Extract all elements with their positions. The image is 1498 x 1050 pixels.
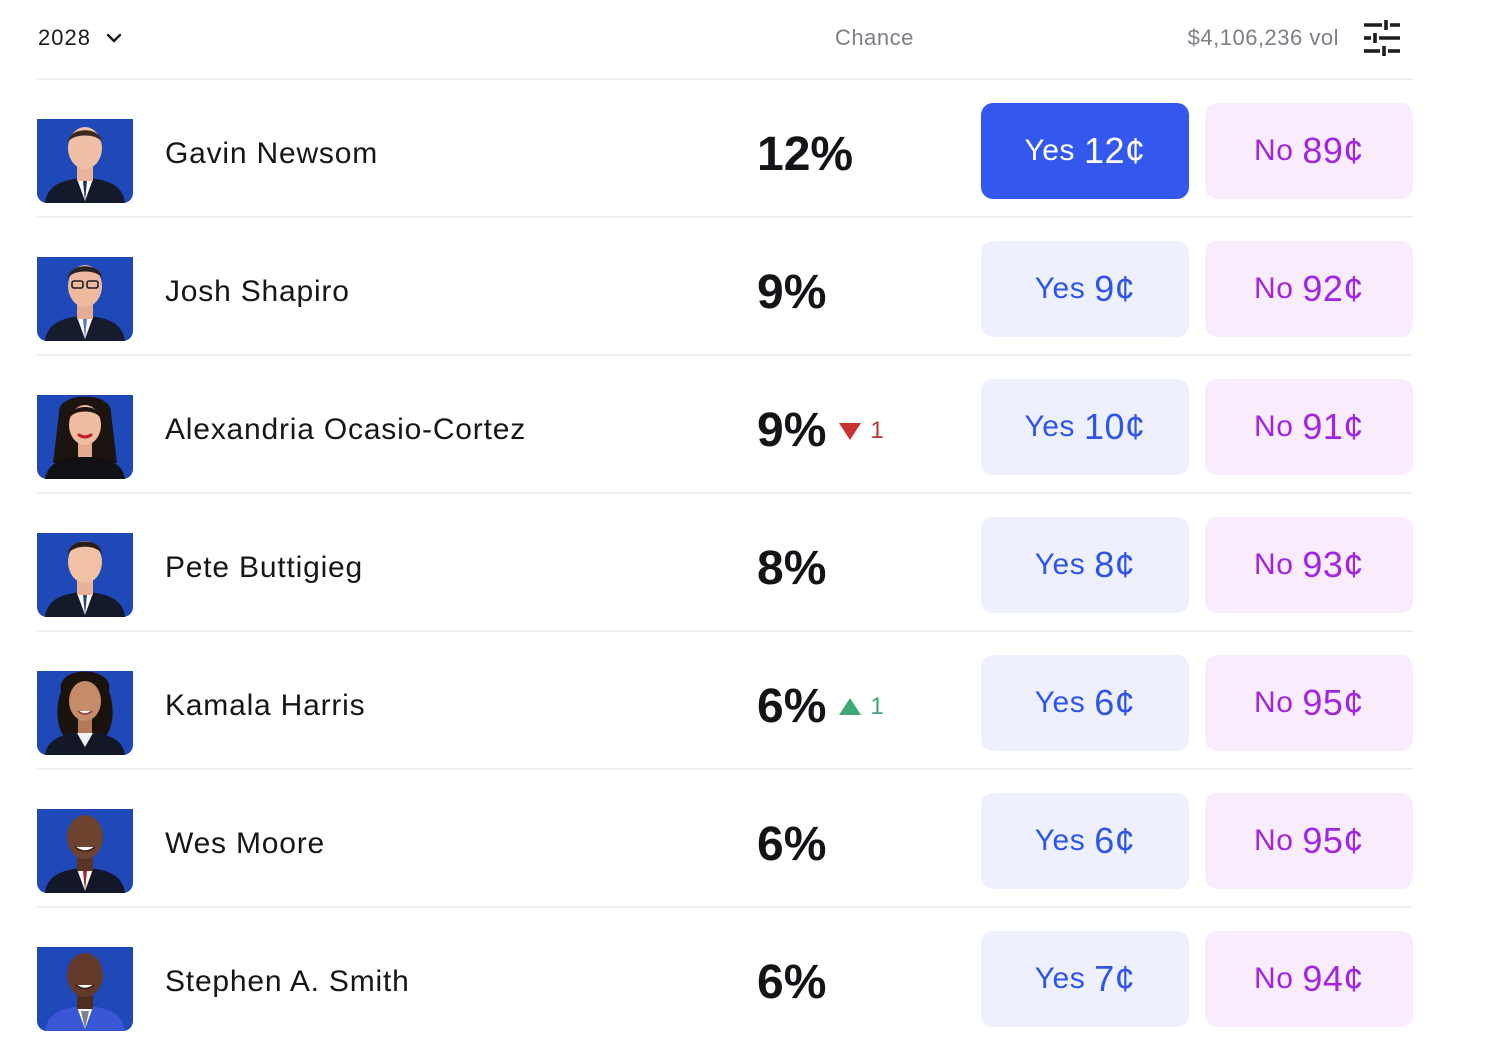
chance-change: 1 xyxy=(838,680,884,734)
avatar xyxy=(37,659,133,755)
buy-no-button[interactable]: No 89¢ xyxy=(1205,103,1413,199)
candidate-name: Gavin Newsom xyxy=(165,137,378,170)
candidate-row[interactable]: Josh Shapiro 9% Yes 9¢ No 92¢ xyxy=(37,218,1413,356)
no-label: No xyxy=(1254,134,1294,167)
chance-percent: 9% xyxy=(757,404,827,457)
no-label: No xyxy=(1254,686,1294,719)
no-label: No xyxy=(1254,272,1294,305)
candidate-row[interactable]: Pete Buttigieg 8% Yes 8¢ No 93¢ xyxy=(37,494,1413,632)
chance-percent: 9% xyxy=(757,266,827,319)
candidate-row[interactable]: Gavin Newsom 12% Yes 12¢ No 89¢ xyxy=(37,80,1413,218)
candidate-name: Josh Shapiro xyxy=(165,275,350,308)
chance-value: 9% 1 xyxy=(757,404,884,458)
chance-value: 6% xyxy=(757,818,826,872)
avatar xyxy=(37,521,133,617)
buy-no-button[interactable]: No 93¢ xyxy=(1205,517,1413,613)
buy-no-button[interactable]: No 95¢ xyxy=(1205,793,1413,889)
avatar xyxy=(37,245,133,341)
yes-label: Yes xyxy=(1034,962,1086,995)
chance-value: 9% xyxy=(757,266,826,320)
buy-yes-button[interactable]: Yes 8¢ xyxy=(981,517,1189,613)
candidate-name: Kamala Harris xyxy=(165,689,366,722)
candidate-name: Alexandria Ocasio-Cortez xyxy=(165,413,527,446)
yes-price: 7¢ xyxy=(1094,958,1136,999)
candidate-name: Wes Moore xyxy=(165,827,326,860)
no-label: No xyxy=(1254,548,1294,581)
chance-percent: 6% xyxy=(757,680,827,733)
no-label: No xyxy=(1254,410,1294,443)
no-price: 94¢ xyxy=(1302,958,1364,999)
yes-label: Yes xyxy=(1024,134,1075,167)
yes-label: Yes xyxy=(1024,410,1075,443)
triangle-up-icon xyxy=(839,698,862,715)
change-value: 1 xyxy=(870,417,884,444)
yes-price: 6¢ xyxy=(1094,682,1136,723)
triangle-down-icon xyxy=(839,423,862,440)
chance-column-header: Chance xyxy=(835,25,914,50)
yes-price: 6¢ xyxy=(1094,820,1136,861)
chance-percent: 12% xyxy=(757,128,854,181)
no-price: 95¢ xyxy=(1302,820,1364,861)
volume-label: $4,106,236 vol xyxy=(1187,25,1339,50)
chance-value: 6% xyxy=(757,956,826,1010)
chance-value: 8% xyxy=(757,542,826,596)
buy-no-button[interactable]: No 95¢ xyxy=(1205,655,1413,751)
no-price: 89¢ xyxy=(1302,130,1364,171)
yes-price: 8¢ xyxy=(1094,544,1136,585)
buy-no-button[interactable]: No 91¢ xyxy=(1205,379,1413,475)
yes-label: Yes xyxy=(1034,686,1086,719)
no-label: No xyxy=(1254,962,1294,995)
filter-sliders-icon[interactable] xyxy=(1363,19,1401,57)
candidate-name: Stephen A. Smith xyxy=(165,965,410,998)
yes-label: Yes xyxy=(1034,824,1086,857)
year-label: 2028 xyxy=(38,25,91,50)
chance-percent: 6% xyxy=(757,956,827,1009)
candidate-row[interactable]: Stephen A. Smith 6% Yes 7¢ No 94¢ xyxy=(37,908,1413,1046)
chance-change: 1 xyxy=(838,404,884,458)
yes-price: 12¢ xyxy=(1083,130,1146,171)
avatar xyxy=(37,797,133,893)
chance-value: 6% 1 xyxy=(757,680,884,734)
buy-yes-button[interactable]: Yes 7¢ xyxy=(981,931,1189,1027)
no-price: 93¢ xyxy=(1302,544,1364,585)
change-value: 1 xyxy=(870,693,884,720)
buy-no-button[interactable]: No 92¢ xyxy=(1205,241,1413,337)
candidate-row[interactable]: Wes Moore 6% Yes 6¢ No 95¢ xyxy=(37,770,1413,908)
chance-percent: 6% xyxy=(757,818,827,871)
no-price: 95¢ xyxy=(1302,682,1364,723)
candidate-row[interactable]: Alexandria Ocasio-Cortez 9% 1 Yes 10¢ No… xyxy=(37,356,1413,494)
market-list: 2028 Chance $4,106,236 vol xyxy=(37,0,1413,1046)
candidate-name: Pete Buttigieg xyxy=(165,551,363,584)
buy-yes-button[interactable]: Yes 10¢ xyxy=(981,379,1189,475)
avatar xyxy=(37,383,133,479)
buy-yes-button[interactable]: Yes 9¢ xyxy=(981,241,1189,337)
yes-label: Yes xyxy=(1034,272,1086,305)
avatar xyxy=(37,107,133,203)
candidate-row[interactable]: Kamala Harris 6% 1 Yes 6¢ No 95¢ xyxy=(37,632,1413,770)
chevron-down-icon xyxy=(106,33,122,43)
buy-yes-button[interactable]: Yes 12¢ xyxy=(981,103,1189,199)
buy-no-button[interactable]: No 94¢ xyxy=(1205,931,1413,1027)
year-selector[interactable]: 2028 xyxy=(38,22,123,54)
yes-price: 10¢ xyxy=(1083,406,1146,447)
yes-price: 9¢ xyxy=(1094,268,1136,309)
yes-label: Yes xyxy=(1034,548,1086,581)
buy-yes-button[interactable]: Yes 6¢ xyxy=(981,655,1189,751)
no-price: 92¢ xyxy=(1302,268,1364,309)
buy-yes-button[interactable]: Yes 6¢ xyxy=(981,793,1189,889)
chance-value: 12% xyxy=(757,128,853,182)
no-price: 91¢ xyxy=(1302,406,1364,447)
list-header: 2028 Chance $4,106,236 vol xyxy=(37,0,1413,80)
chance-percent: 8% xyxy=(757,542,827,595)
no-label: No xyxy=(1254,824,1294,857)
avatar xyxy=(37,935,133,1031)
